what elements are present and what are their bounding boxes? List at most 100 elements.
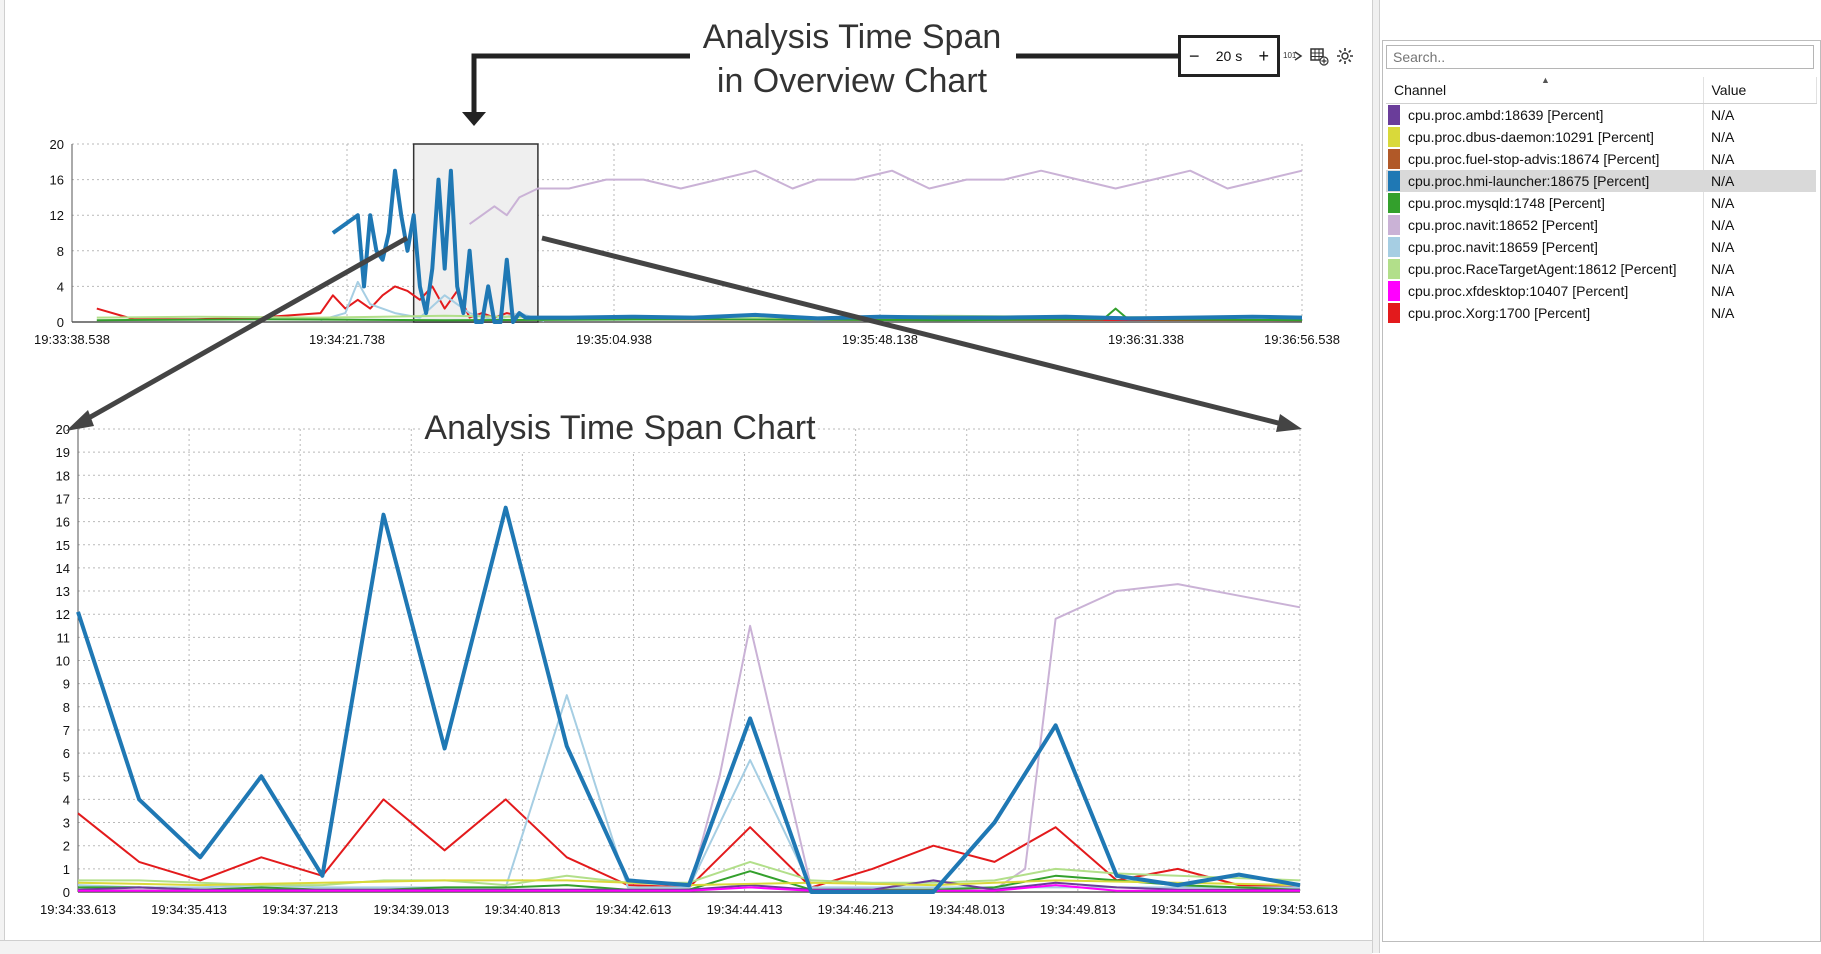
channel-color-cell bbox=[1386, 148, 1400, 170]
y-tick-label: 13 bbox=[56, 584, 70, 599]
channel-name: cpu.proc.RaceTargetAgent:18612 [Percent] bbox=[1408, 261, 1677, 277]
x-tick-label: 19:34:53.613 bbox=[1262, 902, 1338, 917]
channel-row[interactable]: cpu.proc.ambd:18639 [Percent] N/A bbox=[1386, 104, 1816, 127]
x-tick-label: 19:34:33.613 bbox=[40, 902, 116, 917]
channel-row[interactable]: cpu.proc.Xorg:1700 [Percent] N/A bbox=[1386, 302, 1816, 324]
panel-splitter[interactable] bbox=[1372, 0, 1380, 953]
y-tick-label: 12 bbox=[50, 208, 64, 223]
x-tick-label: 19:34:51.613 bbox=[1151, 902, 1227, 917]
channel-color-cell bbox=[1386, 236, 1400, 258]
y-tick-label: 12 bbox=[56, 607, 70, 622]
zoom-in-button[interactable]: + bbox=[1258, 46, 1269, 66]
channel-row[interactable]: cpu.proc.navit:18652 [Percent] N/A bbox=[1386, 214, 1816, 236]
channel-value: N/A bbox=[1711, 305, 1735, 321]
y-tick-label: 19 bbox=[56, 445, 70, 460]
y-tick-label: 18 bbox=[56, 468, 70, 483]
channel-color-swatch[interactable] bbox=[1388, 237, 1400, 257]
column-divider[interactable] bbox=[1703, 77, 1704, 941]
series-line bbox=[96, 307, 1303, 322]
channel-value: N/A bbox=[1711, 239, 1735, 255]
expand-arrowhead-right bbox=[1276, 414, 1302, 432]
channel-color-swatch[interactable] bbox=[1388, 171, 1400, 191]
time-span-zoom: − 20 s + bbox=[1178, 35, 1280, 77]
channel-row[interactable]: cpu.proc.fuel-stop-advis:18674 [Percent]… bbox=[1386, 148, 1816, 170]
x-tick-label: 19:34:42.613 bbox=[596, 902, 672, 917]
series-line bbox=[469, 169, 1303, 225]
series-line bbox=[77, 694, 1300, 889]
channel-color-cell bbox=[1386, 104, 1400, 127]
column-header-channel-label: Channel bbox=[1394, 82, 1447, 98]
channel-value: N/A bbox=[1711, 195, 1735, 211]
channel-color-swatch[interactable] bbox=[1388, 149, 1400, 169]
callout-detail: Analysis Time Span Chart bbox=[424, 409, 816, 447]
channel-name: cpu.proc.Xorg:1700 [Percent] bbox=[1408, 305, 1591, 321]
time-span-value: 20 s bbox=[1215, 48, 1243, 64]
y-tick-label: 17 bbox=[56, 491, 70, 506]
settings-icon[interactable] bbox=[1335, 46, 1355, 66]
callout-overview-line2: in Overview Chart bbox=[717, 62, 988, 100]
channel-row[interactable]: cpu.proc.xfdesktop:10407 [Percent] N/A bbox=[1386, 280, 1816, 302]
column-header-channel[interactable]: Channel ▲ bbox=[1386, 75, 1704, 104]
y-tick-label: 11 bbox=[57, 630, 71, 645]
y-tick-label: 2 bbox=[63, 839, 70, 854]
channel-value: N/A bbox=[1711, 107, 1735, 123]
table-add-icon[interactable] bbox=[1309, 46, 1329, 66]
channel-color-swatch[interactable] bbox=[1388, 193, 1400, 213]
analysis-chart: 0123456789101112131415161718192019:34:33… bbox=[40, 422, 1338, 917]
channel-color-cell bbox=[1386, 280, 1400, 302]
callout-detail-bg bbox=[420, 412, 816, 452]
x-tick-label: 19:36:31.338 bbox=[1108, 332, 1184, 347]
channel-name: cpu.proc.dbus-daemon:10291 [Percent] bbox=[1408, 129, 1654, 145]
channel-name: cpu.proc.xfdesktop:10407 [Percent] bbox=[1408, 283, 1629, 299]
channel-row[interactable]: cpu.proc.dbus-daemon:10291 [Percent] N/A bbox=[1386, 126, 1816, 148]
channel-name: cpu.proc.hmi-launcher:18675 [Percent] bbox=[1400, 170, 1703, 192]
channel-name: cpu.proc.navit:18659 [Percent] bbox=[1408, 239, 1598, 255]
channel-color-swatch[interactable] bbox=[1388, 215, 1400, 235]
chart-bottom-border bbox=[0, 940, 1372, 954]
x-tick-label: 19:36:56.538 bbox=[1264, 332, 1340, 347]
channel-color-swatch[interactable] bbox=[1388, 281, 1400, 301]
y-tick-label: 16 bbox=[50, 173, 64, 188]
zoom-out-button[interactable]: − bbox=[1189, 46, 1200, 66]
chart-toolbar: 101 bbox=[1283, 46, 1355, 66]
series-line bbox=[76, 505, 1301, 894]
callout-line-left bbox=[471, 53, 690, 116]
channel-color-swatch[interactable] bbox=[1388, 127, 1400, 147]
x-tick-label: 19:34:46.213 bbox=[818, 902, 894, 917]
search-input[interactable] bbox=[1386, 45, 1814, 69]
x-tick-label: 19:35:04.938 bbox=[576, 332, 652, 347]
channel-value: N/A bbox=[1711, 283, 1735, 299]
y-tick-label: 9 bbox=[63, 677, 70, 692]
series-line bbox=[96, 285, 1303, 322]
y-tick-label: 14 bbox=[56, 561, 70, 576]
channel-name: cpu.proc.fuel-stop-advis:18674 [Percent] bbox=[1408, 151, 1660, 167]
overview-chart: 0 4 8 12 16 20 19:33:38.538 19:34:21.738 19:35:0… bbox=[34, 137, 1340, 347]
callout-arrowhead-down bbox=[462, 112, 486, 126]
y-tick-label: 0 bbox=[57, 315, 64, 330]
channel-color-cell bbox=[1386, 126, 1400, 148]
channel-color-swatch[interactable] bbox=[1388, 303, 1400, 323]
x-tick-label: 19:34:49.813 bbox=[1040, 902, 1116, 917]
channel-panel: Channel ▲ Value cpu.proc.ambd:18639 [Per… bbox=[1382, 40, 1821, 942]
channel-color-swatch[interactable] bbox=[1388, 105, 1400, 125]
chart-area: 0 4 8 12 16 20 19:33:38.538 19:34:21.738 19:35:0… bbox=[34, 18, 1355, 917]
channel-rows: cpu.proc.ambd:18639 [Percent] N/A cpu.proc… bbox=[1386, 104, 1816, 325]
channel-row[interactable]: cpu.proc.mysqld:1748 [Percent] N/A bbox=[1386, 192, 1816, 214]
channel-color-swatch[interactable] bbox=[1388, 259, 1400, 279]
channel-row[interactable]: cpu.proc.RaceTargetAgent:18612 [Percent]… bbox=[1386, 258, 1816, 280]
channel-color-cell bbox=[1386, 214, 1400, 236]
channel-row[interactable]: cpu.proc.hmi-launcher:18675 [Percent] N/A bbox=[1386, 170, 1816, 192]
channel-color-cell bbox=[1386, 192, 1400, 214]
x-tick-label: 19:34:21.738 bbox=[309, 332, 385, 347]
channel-name: cpu.proc.ambd:18639 [Percent] bbox=[1408, 107, 1604, 123]
x-tick-label: 19:34:48.013 bbox=[929, 902, 1005, 917]
channel-row[interactable]: cpu.proc.navit:18659 [Percent] N/A bbox=[1386, 236, 1816, 258]
export-icon[interactable]: 101 bbox=[1283, 46, 1303, 66]
channel-name: cpu.proc.navit:18652 [Percent] bbox=[1408, 217, 1598, 233]
column-header-value[interactable]: Value bbox=[1703, 77, 1817, 104]
selection-window bbox=[412, 143, 539, 323]
svg-text:101: 101 bbox=[1283, 51, 1297, 60]
x-tick-label: 19:34:40.813 bbox=[484, 902, 560, 917]
y-tick-label: 8 bbox=[63, 700, 70, 715]
